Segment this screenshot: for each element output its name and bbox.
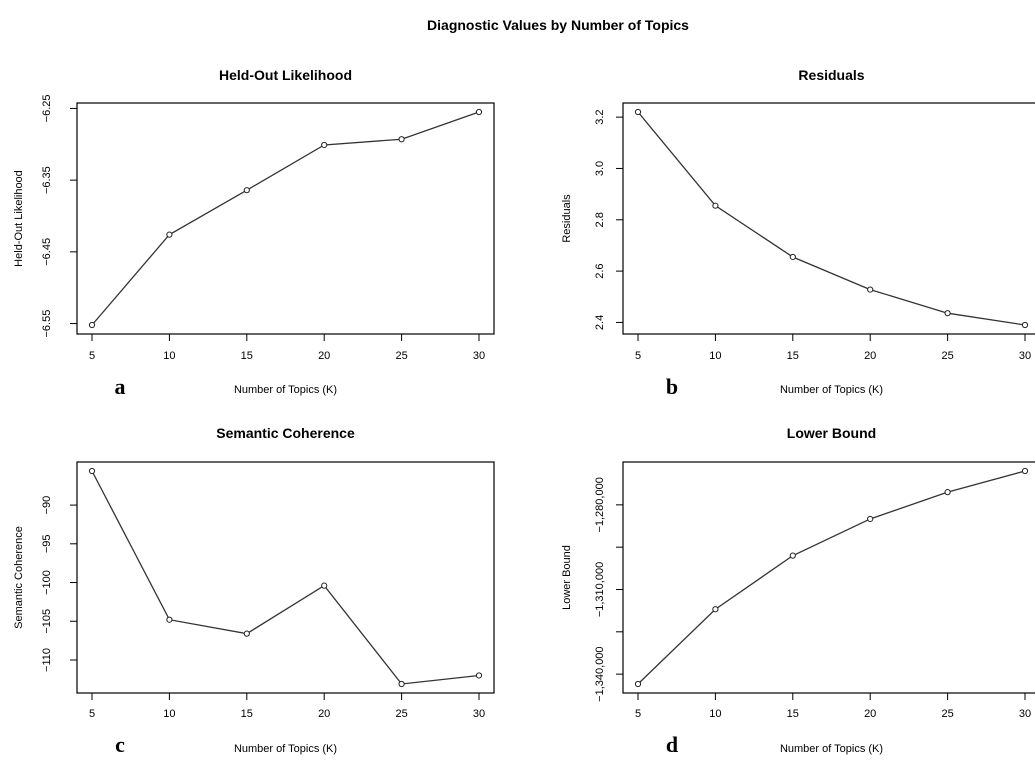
- figure-title: Diagnostic Values by Number of Topics: [427, 17, 689, 33]
- y-tick-label: 2.6: [594, 263, 606, 278]
- series-line: [637, 111, 1026, 326]
- y-tick-label: −95: [41, 534, 53, 553]
- x-tick-label: 15: [787, 350, 799, 362]
- data-point: [243, 630, 250, 637]
- y-tick-label: −6.35: [41, 166, 53, 194]
- x-tick-label: 20: [318, 350, 330, 362]
- y-axis-label: Held-Out Likelihood: [13, 170, 25, 267]
- data-point: [789, 253, 796, 261]
- x-tick-label: 15: [787, 708, 799, 720]
- y-tick-label: 3.2: [594, 109, 606, 124]
- data-point: [634, 108, 642, 116]
- x-axis-label: Number of Topics (K): [234, 743, 337, 755]
- x-tick-label: 30: [473, 350, 485, 362]
- data-point: [944, 489, 951, 496]
- y-tick-label: −1,310,000: [594, 562, 606, 617]
- panel-letter: b: [666, 374, 678, 399]
- y-tick-label: −110: [41, 648, 53, 672]
- data-point: [944, 310, 951, 317]
- data-point: [712, 606, 719, 613]
- x-tick-label: 30: [1019, 350, 1031, 362]
- x-tick-label: 5: [635, 350, 641, 362]
- x-tick-label: 25: [941, 708, 953, 720]
- series-line: [91, 111, 480, 326]
- y-tick-label: −6.55: [41, 310, 53, 338]
- data-point: [88, 321, 96, 329]
- x-tick-label: 10: [163, 350, 175, 362]
- x-tick-label: 10: [709, 350, 721, 362]
- data-point: [712, 202, 719, 209]
- x-tick-label: 20: [864, 708, 876, 720]
- data-point: [398, 680, 405, 688]
- x-tick-label: 25: [941, 350, 953, 362]
- x-tick-label: 5: [89, 350, 95, 362]
- y-tick-label: −90: [41, 496, 53, 515]
- x-tick-label: 10: [709, 708, 721, 720]
- x-tick-label: 30: [473, 708, 485, 720]
- x-tick-label: 20: [864, 350, 876, 362]
- plot-frame: [76, 102, 495, 335]
- plot-frame: [622, 461, 1035, 694]
- data-point: [475, 672, 483, 679]
- y-axis-label: Semantic Coherence: [13, 526, 25, 629]
- y-tick-label: −6.45: [41, 238, 53, 266]
- data-point: [166, 231, 173, 238]
- x-tick-label: 15: [241, 350, 253, 362]
- x-tick-label: 25: [395, 350, 407, 362]
- data-point: [1021, 467, 1029, 475]
- data-point: [321, 582, 328, 589]
- x-tick-label: 10: [163, 708, 175, 720]
- data-point: [475, 108, 483, 116]
- y-tick-label: 2.4: [594, 315, 606, 330]
- data-point: [321, 141, 328, 149]
- y-axis-label: Residuals: [561, 194, 573, 243]
- x-axis-label: Number of Topics (K): [234, 384, 337, 396]
- data-point: [166, 616, 173, 623]
- x-tick-label: 5: [89, 708, 95, 720]
- y-axis-label: Lower Bound: [561, 545, 573, 610]
- panel-title: Held-Out Likelihood: [219, 67, 352, 83]
- y-tick-label: −1,280,000: [594, 477, 606, 532]
- data-point: [867, 286, 874, 293]
- panel-letter: c: [115, 732, 125, 757]
- series-line: [637, 470, 1026, 685]
- y-tick-label: −6.25: [41, 94, 53, 122]
- data-point: [1021, 321, 1029, 329]
- y-tick-label: 3.0: [594, 161, 606, 176]
- y-tick-label: 2.8: [594, 212, 606, 227]
- x-axis-label: Number of Topics (K): [780, 743, 883, 755]
- panel-title: Lower Bound: [787, 425, 876, 441]
- x-tick-label: 5: [635, 708, 641, 720]
- panel-title: Semantic Coherence: [216, 425, 355, 441]
- plot-frame: [622, 102, 1035, 335]
- x-tick-label: 30: [1019, 708, 1031, 720]
- panel-letter: d: [666, 732, 678, 757]
- x-tick-label: 25: [395, 708, 407, 720]
- y-tick-label: −105: [41, 609, 53, 634]
- data-point: [243, 187, 250, 194]
- panel-letter: a: [115, 374, 126, 399]
- x-tick-label: 20: [318, 708, 330, 720]
- series-line: [91, 470, 480, 685]
- y-tick-label: −1,340,000: [594, 646, 606, 701]
- data-point: [634, 680, 642, 688]
- data-point: [398, 136, 405, 143]
- panel-title: Residuals: [798, 67, 864, 83]
- x-tick-label: 15: [241, 708, 253, 720]
- data-point: [88, 467, 96, 475]
- data-point: [789, 552, 796, 559]
- plot-frame: [76, 461, 495, 694]
- x-axis-label: Number of Topics (K): [780, 384, 883, 396]
- y-tick-label: −100: [41, 570, 53, 595]
- data-point: [867, 515, 874, 523]
